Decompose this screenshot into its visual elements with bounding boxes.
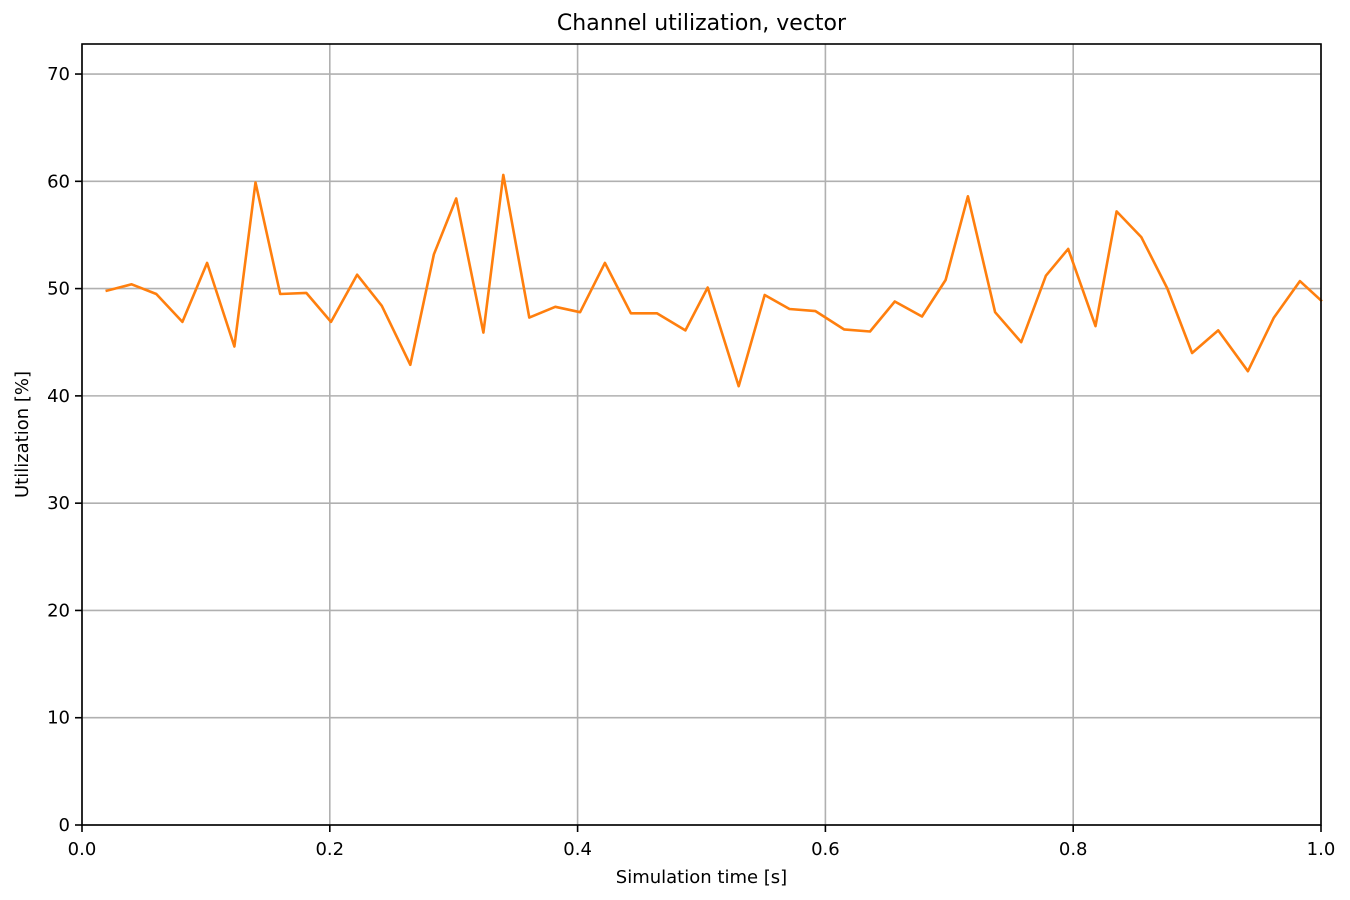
x-tick-label: 0.0 — [68, 839, 97, 860]
y-tick-label: 10 — [47, 708, 70, 729]
y-tick-label: 40 — [47, 386, 70, 407]
series-line — [105, 173, 1323, 388]
y-tick-label: 0 — [59, 815, 70, 836]
x-axis-label: Simulation time [s] — [616, 867, 787, 888]
y-tick-label: 60 — [47, 171, 70, 192]
x-tick-label: 0.6 — [811, 839, 840, 860]
y-tick-label: 20 — [47, 600, 70, 621]
grid-lines — [81, 44, 1322, 826]
y-tick-label: 30 — [47, 493, 70, 514]
x-tick-label: 0.4 — [563, 839, 592, 860]
y-tick-label: 50 — [47, 279, 70, 300]
x-tick-label: 0.2 — [315, 839, 344, 860]
y-tick-label: 70 — [47, 64, 70, 85]
chart-title: Channel utilization, vector — [557, 11, 847, 36]
x-tick-label: 1.0 — [1307, 839, 1336, 860]
series-layer — [105, 173, 1323, 388]
x-tick-label: 0.8 — [1059, 839, 1088, 860]
axis-ticks: 0.0 0.2 0.4 0.6 0.8 1.0 0 10 20 30 40 50 60 70 — [47, 64, 1335, 860]
y-axis-label: Utilization [%] — [12, 371, 33, 498]
plot-frame — [81, 43, 1322, 826]
